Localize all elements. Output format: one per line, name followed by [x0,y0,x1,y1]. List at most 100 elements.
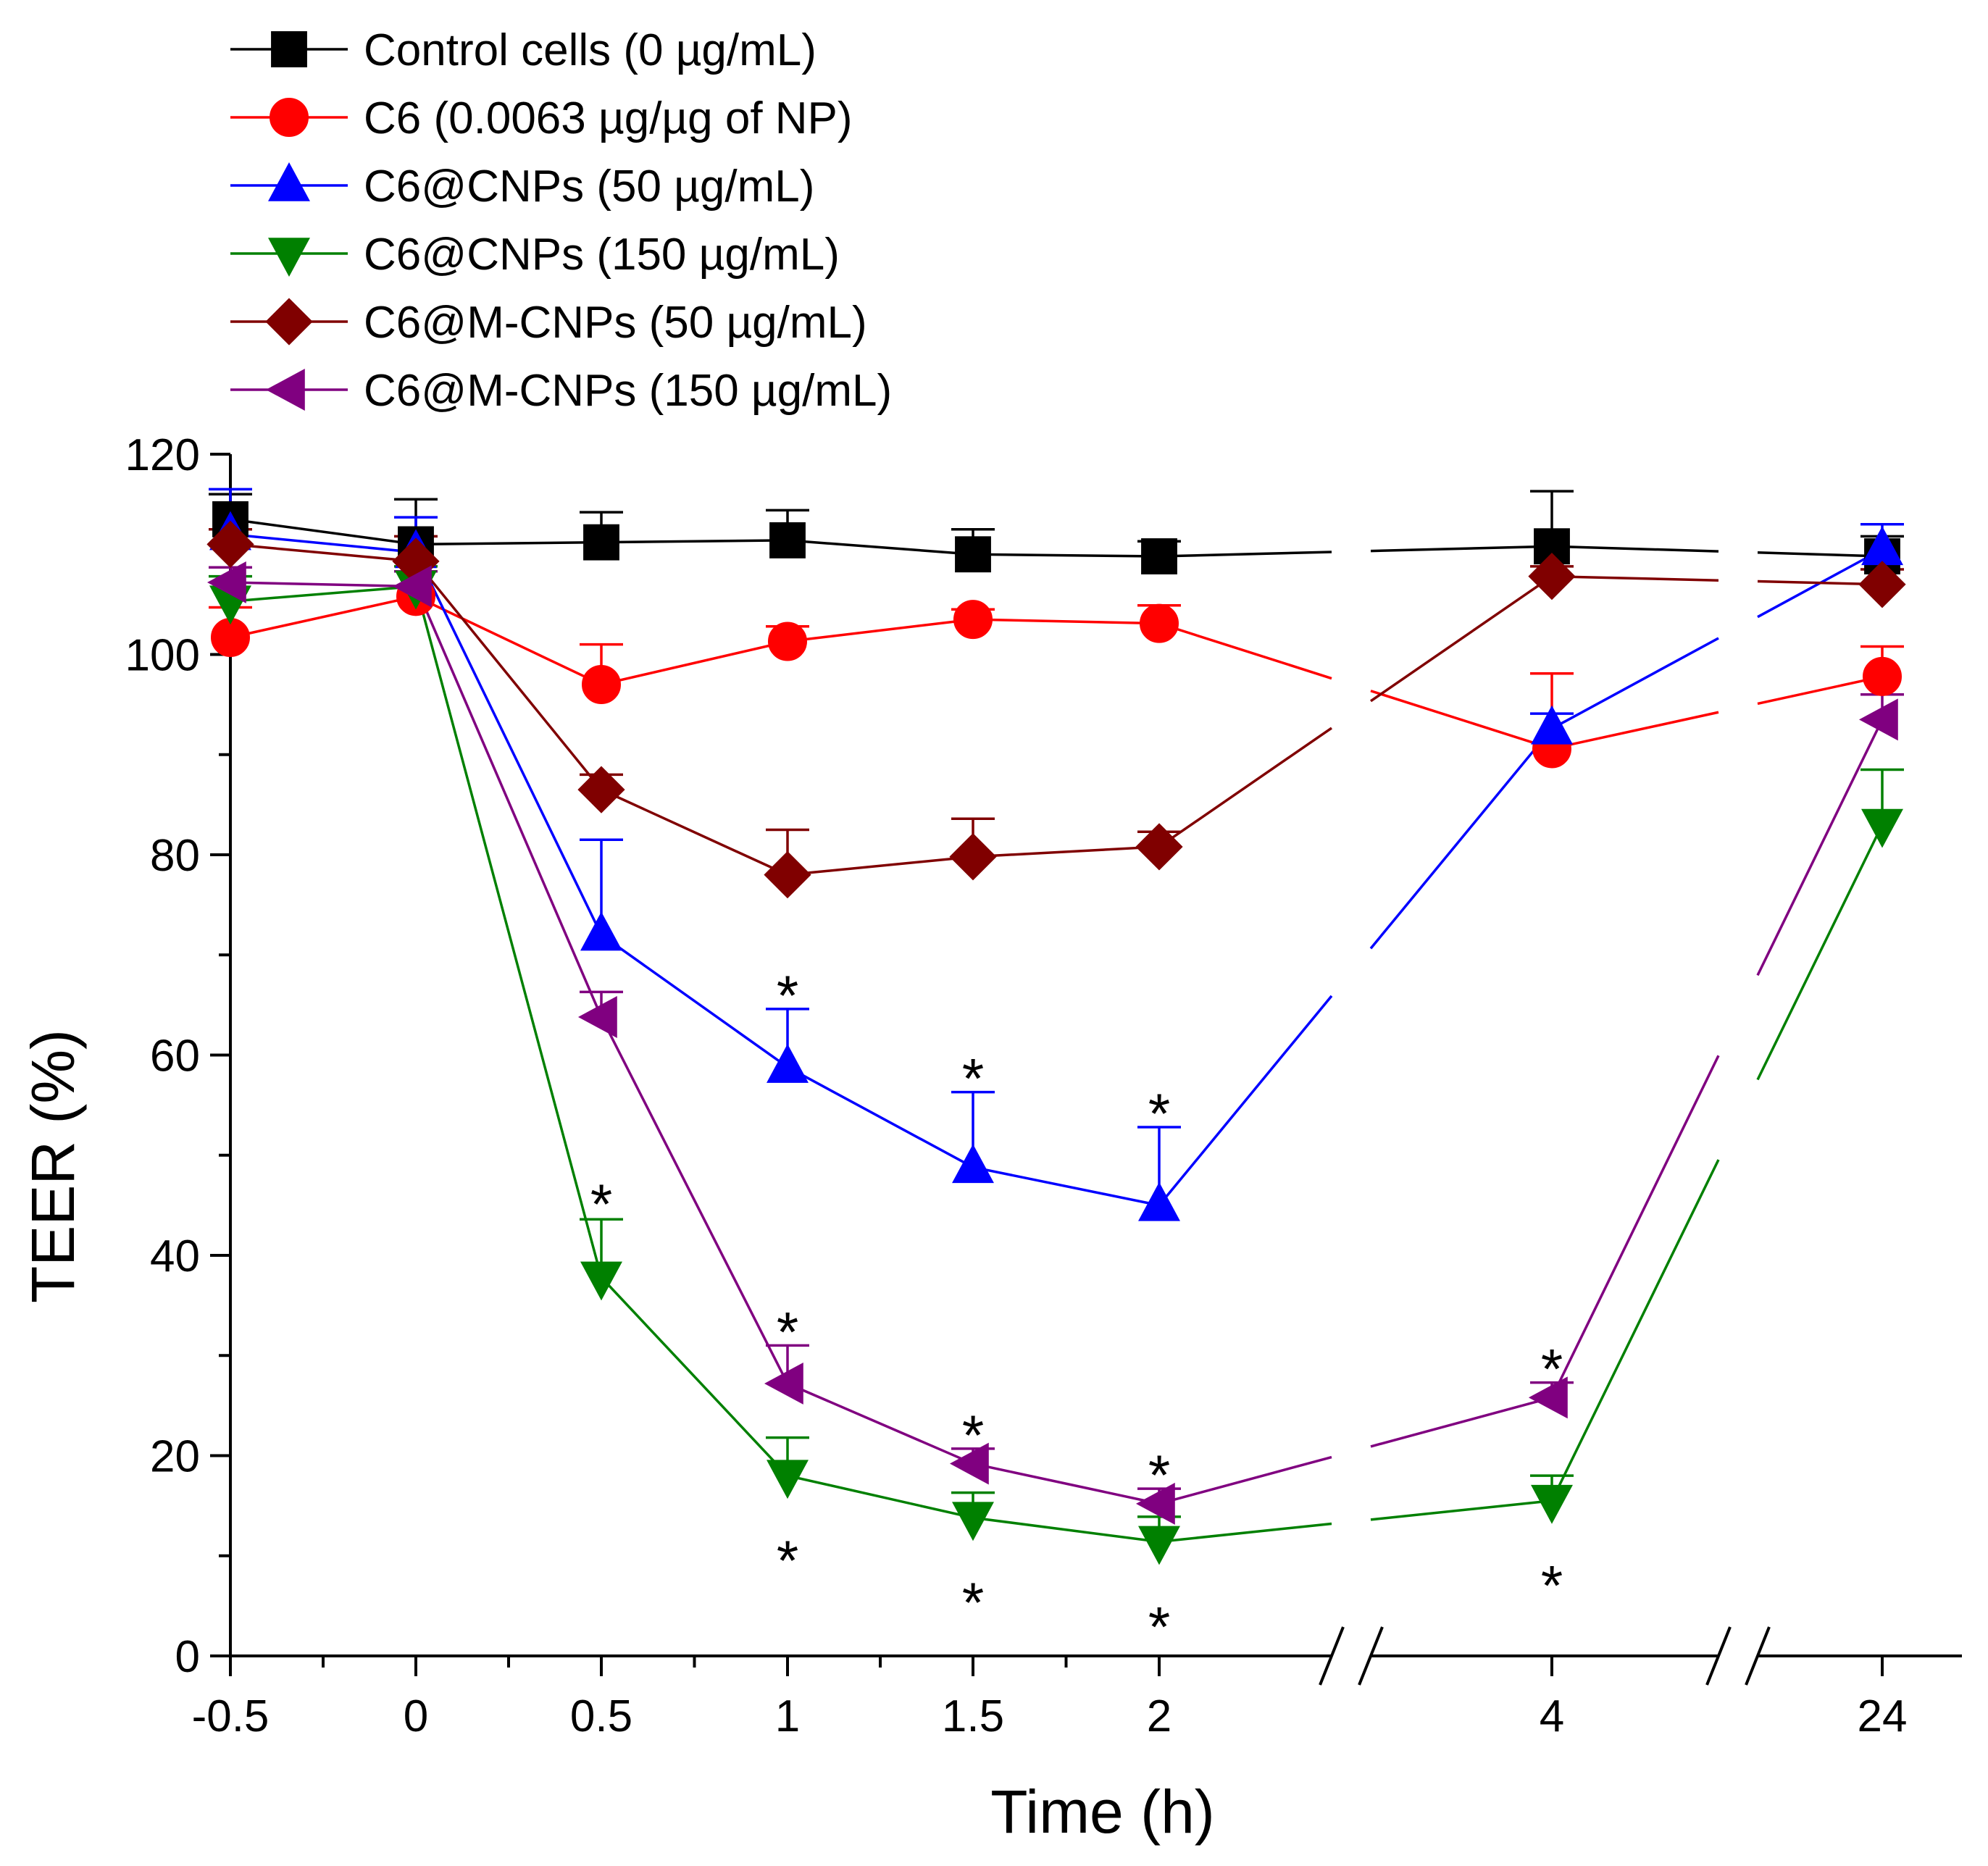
x-tick-label: 0.5 [570,1691,632,1741]
y-tick-label: 60 [150,1032,200,1081]
legend: Control cells (0 µg/mL) C6 (0.0063 µg/µg … [230,25,892,416]
series-3-point [580,1261,622,1301]
series-3-point [1861,808,1903,848]
series-0-line-segment [1370,545,1553,553]
series-2-point [1138,1181,1180,1221]
significance-star: * [962,1403,984,1467]
series-4-line-segment [601,788,788,876]
y-tick-label: 120 [125,430,200,480]
significance-stars: * * * * * * * * * * * * [590,963,1563,1658]
series-5-line-segment [972,1462,1160,1505]
series-4-line-segment [414,560,603,791]
series-0-line-segment [601,539,788,544]
legend-item: C6@M-CNPs (150 µg/mL) [230,366,892,416]
significance-star: * [1541,1337,1563,1401]
y-tick-label: 0 [175,1632,200,1682]
series-5-point [206,561,246,603]
series-3-line-segment [972,1516,1160,1544]
series-4-point [949,833,997,881]
series-3-line-segment [1550,1159,1720,1502]
series-1-line-segment [415,595,602,686]
series-2-point [1531,705,1573,745]
series-0-point [769,522,806,558]
series-3-line-segment [1158,1522,1332,1544]
series-5-point [949,1442,989,1485]
series-2-point [952,1144,994,1184]
significance-star: * [777,1528,798,1592]
series-1-line-segment [972,618,1160,625]
series-0-line-segment [787,539,974,556]
legend-label: C6@M-CNPs (50 µg/mL) [364,298,867,348]
series-5-line-segment [787,1382,974,1465]
x-tick-label: 2 [1147,1691,1172,1741]
series-5-line-segment [1550,1055,1720,1399]
legend-marker [268,162,310,201]
legend-marker [270,98,309,137]
series-3-point [952,1502,994,1541]
y-axis-title: TEER (%) [19,1029,87,1303]
series-5-line-segment [1370,1396,1553,1448]
x-tick-label: 24 [1858,1691,1908,1741]
legend-marker [265,298,313,346]
significance-star: * [962,1047,984,1110]
series-2-point [580,911,622,951]
series-3-point [1138,1526,1180,1565]
series-1-point [768,622,807,661]
significance-star: * [1148,1594,1170,1658]
legend-item: C6 (0.0063 µg/µg of NP) [230,93,853,143]
series-2-line-segment [1551,637,1719,730]
series-5-point [577,995,617,1038]
series-4-point [206,520,254,569]
series-4-point [1858,561,1906,608]
y-tick-label: 100 [125,631,200,681]
series-3-line-segment [414,586,603,1278]
series-1-line-segment [601,640,788,686]
y-tick-label: 40 [150,1231,200,1281]
series-2-line-segment [600,934,789,1068]
series-4-line-segment [787,855,974,876]
series-3-point [1531,1484,1573,1524]
legend-label: Control cells (0 µg/mL) [364,25,816,75]
series-0-line-segment [415,540,602,546]
series-3-line-segment [600,1276,789,1477]
series-1-point [953,600,993,640]
series-markers [206,501,1906,1565]
series-5-point [392,565,432,608]
series-2-line-segment [414,551,603,936]
series-4-line-segment [1158,727,1332,848]
series-5-point [1858,698,1898,741]
series-0-line-segment [1551,545,1719,553]
x-tick-label: 0 [404,1691,428,1741]
series-0-point [1141,538,1177,574]
legend-item: Control cells (0 µg/mL) [230,25,816,75]
legend-label: C6 (0.0063 µg/µg of NP) [364,93,853,143]
significance-star: * [590,1172,612,1236]
significance-star: * [777,963,798,1027]
significance-star: * [1148,1443,1170,1507]
significance-star: * [1148,1081,1170,1145]
legend-label: C6@CNPs (50 µg/mL) [364,162,814,212]
x-tick-label: 1.5 [942,1691,1004,1741]
series-4-point [764,851,811,899]
legend-label: C6@CNPs (150 µg/mL) [364,230,840,280]
series-4-point [1528,553,1576,601]
series-5-line-segment [600,1016,789,1384]
legend-item: C6@CNPs (150 µg/mL) [230,230,840,280]
series-2-line-segment [1158,995,1333,1206]
plot-area [209,488,1904,1544]
x-tick-label: -0.5 [192,1691,270,1741]
series-1-line-segment [1757,675,1883,706]
series-1-line-segment [1158,622,1332,680]
series-5-line-segment [414,585,603,1018]
series-5-point [1528,1376,1568,1419]
x-tick-label: 4 [1540,1691,1564,1741]
series-3-line-segment [1756,824,1884,1081]
series-1-line-segment [787,618,974,643]
significance-star: * [962,1570,984,1634]
series-1-line-segment [230,595,417,639]
y-tick-label: 20 [150,1432,200,1482]
series-0-point [583,524,619,561]
x-axis-title: Time (h) [990,1778,1215,1846]
series-5-line-segment [230,581,417,588]
series-2-line-segment [1369,727,1553,950]
